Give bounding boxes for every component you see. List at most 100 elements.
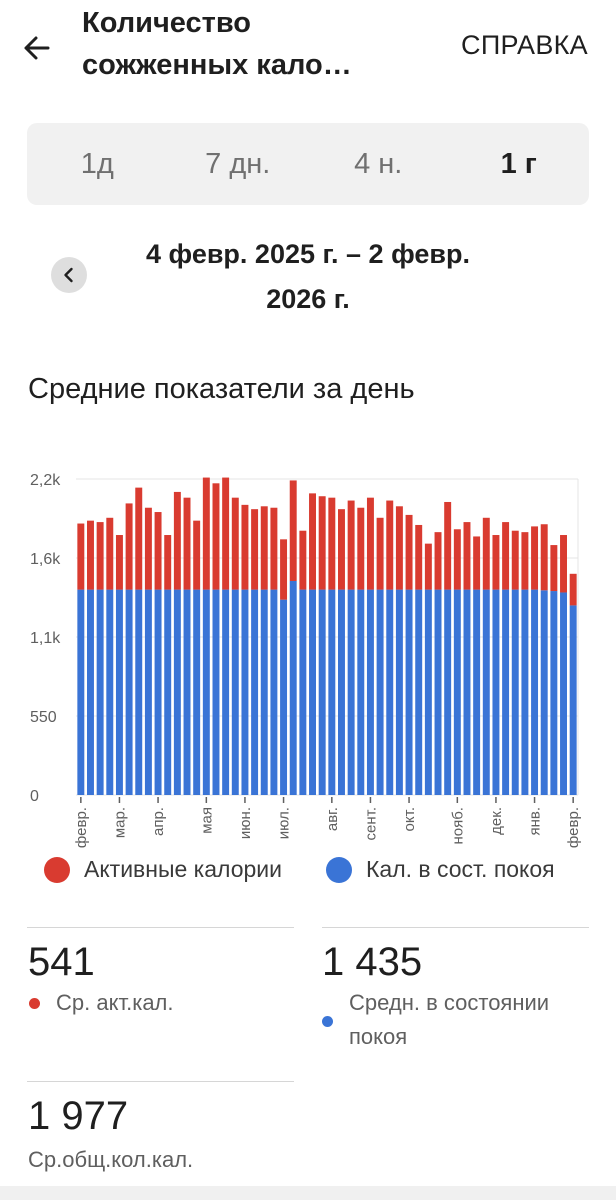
calories-stacked-bar-chart: 0 550 1,1k 1,6k 2,2k февр. мар. апр. мая июн. июл.… [30, 472, 582, 848]
avg-rest-dot [322, 1016, 333, 1027]
bar-active [202, 477, 210, 590]
bar-rest [511, 589, 519, 795]
y-tick-label: 2,2k [30, 472, 61, 489]
chevron-left-icon [64, 267, 73, 283]
bar-rest [560, 592, 567, 795]
bar-active [183, 497, 191, 590]
bar-active [376, 517, 384, 590]
bar-rest [521, 589, 529, 795]
bar-active [309, 493, 316, 590]
section-title: Средние показатели за день [28, 373, 415, 405]
bar-rest [193, 589, 201, 795]
avg-rest-calories-label: Средн. в состоянии покоя [349, 990, 550, 1049]
bar-rest [125, 589, 133, 795]
bar-active [231, 497, 239, 590]
legend-rest-label: Кал. в сост. покоя [366, 856, 555, 882]
page-title: Количество сожженных кало… [82, 7, 352, 81]
legend-active-label: Активные калории [84, 856, 282, 882]
bar-active [299, 530, 307, 590]
bar-rest [328, 589, 336, 795]
bar-rest [531, 589, 539, 795]
bar-rest [231, 589, 239, 795]
tab-7-days[interactable]: 7 дн. [205, 147, 271, 180]
period-tabs: 1д 7 дн. 4 н. 1 г [27, 123, 589, 205]
bar-active [569, 573, 577, 606]
bar-rest [338, 589, 345, 795]
bar-active [405, 514, 413, 590]
bar-active [521, 532, 529, 590]
bar-rest [222, 589, 230, 795]
bar-active [135, 487, 143, 590]
bar-active [473, 536, 481, 590]
bar-rest [144, 589, 152, 795]
tab-1-year[interactable]: 1 г [500, 147, 537, 180]
bar-active [106, 517, 114, 590]
bar-rest [395, 589, 403, 795]
bar-rest [482, 589, 490, 795]
bar-active [386, 500, 394, 590]
y-tick-label: 1,6k [30, 551, 61, 568]
bar-active [357, 507, 365, 590]
bar-rest [569, 605, 577, 795]
bar-active [531, 526, 539, 590]
bar-active [463, 522, 471, 590]
x-tick-label: июл. [276, 807, 293, 839]
bar-rest [444, 589, 452, 795]
bar-active [511, 530, 519, 590]
bar-rest [366, 589, 374, 795]
back-button[interactable] [14, 26, 58, 70]
chart-legend: Активные калории Кал. в сост. покоя [44, 856, 604, 890]
bar-rest [87, 589, 94, 795]
bottom-edge [0, 1186, 616, 1200]
bar-rest [96, 589, 104, 795]
legend-rest-dot [326, 856, 352, 883]
x-tick-label: окт. [401, 807, 418, 831]
bar-active [424, 543, 432, 590]
bar-active [87, 520, 94, 590]
bar-rest [424, 589, 432, 795]
bar-rest [415, 589, 423, 795]
bar-active [395, 506, 403, 590]
bar-rest [318, 589, 326, 795]
bar-rest [434, 589, 442, 795]
bar-rest [453, 589, 461, 795]
help-button[interactable]: СПРАВКА [461, 30, 588, 60]
tab-4-weeks[interactable]: 4 н. [354, 147, 403, 180]
legend-item-active: Активные калории [44, 856, 282, 883]
stats-divider-right [322, 927, 589, 928]
bar-rest [202, 589, 210, 795]
bar-rest [251, 589, 259, 795]
bar-rest [164, 589, 172, 795]
bar-active [434, 532, 442, 590]
bar-active [270, 507, 278, 590]
bar-rest [405, 589, 413, 795]
avg-active-calories-label: Ср. акт.кал. [56, 990, 174, 1015]
bar-active [251, 509, 259, 590]
bar-rest [135, 589, 143, 795]
tab-1-day[interactable]: 1д [80, 147, 114, 180]
bar-active [125, 503, 133, 590]
legend-item-rest: Кал. в сост. покоя [326, 856, 555, 883]
bar-rest [347, 589, 355, 795]
bar-rest [376, 589, 384, 795]
bar-rest [289, 580, 297, 795]
app-header: Количество сожженных кало… СПРАВКА [0, 0, 616, 110]
bar-rest [280, 599, 288, 795]
stats-divider-bottom [27, 1081, 294, 1082]
avg-active-dot [29, 998, 40, 1009]
avg-total-calories-label: Ср.общ.кол.кал. [28, 1147, 194, 1172]
bar-active [77, 523, 85, 590]
bar-active [366, 497, 374, 590]
bar-active [482, 517, 490, 590]
bar-active [154, 512, 162, 590]
previous-period-button[interactable] [51, 257, 87, 293]
x-tick-label: февр. [73, 807, 90, 848]
x-tick-label: февр. [565, 807, 582, 848]
avg-rest-calories-value: 1 435 [322, 940, 423, 984]
bar-active [338, 509, 345, 590]
bar-rest [473, 589, 481, 795]
bar-active [318, 496, 326, 590]
bar-active [289, 480, 297, 581]
avg-total-calories-value: 1 977 [28, 1094, 129, 1138]
bar-rest [540, 590, 548, 795]
